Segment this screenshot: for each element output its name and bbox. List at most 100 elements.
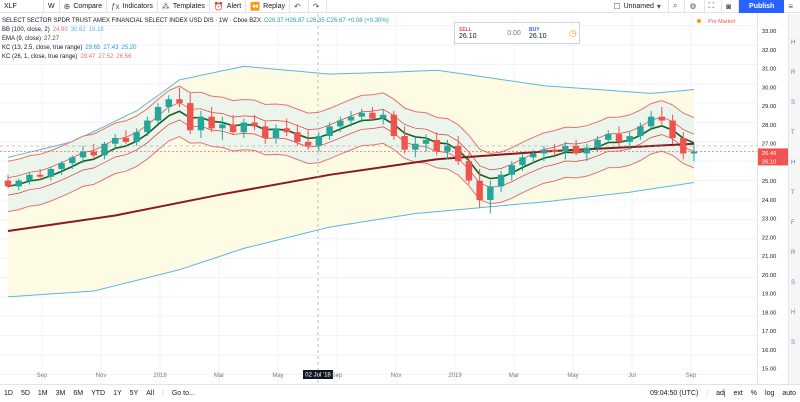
scale-option-adj[interactable]: adj	[716, 390, 726, 397]
candle	[15, 178, 22, 191]
sidebar-tab-letter[interactable]: S	[791, 340, 796, 346]
sell-price: 26.10	[459, 32, 477, 40]
candle	[347, 110, 355, 127]
candle-body	[176, 99, 183, 104]
range-button-6m[interactable]: 6M	[73, 390, 84, 397]
replay-button[interactable]: ⏪ Replay	[246, 0, 290, 13]
price-axis-tick-label: 20.00	[762, 273, 777, 279]
publish-button[interactable]: Publish	[739, 0, 785, 13]
bid-price-badge: 26.10	[762, 159, 777, 165]
x-axis-tick-label: Sep	[332, 373, 343, 379]
buy-button[interactable]: BUY 26.10	[525, 23, 565, 43]
range-button-5y[interactable]: 5Y	[129, 390, 139, 397]
clock-button[interactable]: ◷	[565, 23, 579, 43]
candle-body	[369, 112, 376, 119]
sidebar-tab-letter[interactable]: T	[791, 130, 795, 136]
symbol-label: XLF	[4, 2, 17, 10]
candle-body	[465, 161, 473, 181]
range-button-ytd[interactable]: YTD	[91, 390, 106, 397]
legend-bb-label: BB (100, close, 2)	[2, 26, 50, 33]
trading-widget: SELL 26.10 0.00 BUY 26.10 ◷	[454, 22, 580, 44]
candle-body	[497, 174, 505, 187]
candle-body	[219, 124, 226, 129]
quick-search-button[interactable]: ⌕	[669, 0, 686, 13]
candle-body	[79, 151, 87, 158]
candle-body	[412, 143, 419, 150]
legend-ema-row[interactable]: EMA (9, close) 27.27	[2, 34, 362, 43]
candle-body	[58, 163, 65, 169]
sidebar-tab-letter[interactable]: R	[791, 70, 796, 76]
bottom-right-group: 09:04:50 (UTC) | adj ext% log auto	[646, 390, 800, 397]
candle	[294, 124, 301, 146]
candle-body	[337, 120, 344, 127]
redo-button[interactable]: ↷	[309, 0, 328, 13]
sidebar-tab-letter[interactable]: F	[791, 220, 795, 226]
templates-label: Templates	[172, 2, 205, 10]
candle	[637, 122, 644, 140]
legend-kc2-value: 26.56	[116, 53, 132, 60]
settings-button[interactable]: ⚙	[685, 0, 705, 13]
legend-title-row: SELECT SECTOR SPDR TRUST AMEX FINANCIAL …	[2, 16, 389, 25]
layout-switch-button[interactable]: ☐ Unnamed ▾	[609, 0, 669, 13]
range-button-3m[interactable]: 3M	[55, 390, 66, 397]
compare-button[interactable]: ⊕ Compare	[60, 0, 108, 13]
interval-button[interactable]: W	[44, 0, 60, 13]
candle	[358, 108, 365, 123]
scale-option-auto[interactable]: auto	[782, 390, 796, 397]
scale-option-percent[interactable]: %	[750, 390, 758, 397]
range-button-all[interactable]: All	[146, 390, 155, 397]
candle-body	[26, 174, 33, 181]
time-display[interactable]: 09:04:50 (UTC)	[650, 390, 699, 397]
sell-button[interactable]: SELL 26.10	[455, 23, 503, 43]
sidebar-tab-letter[interactable]: T	[791, 190, 795, 196]
legend-ohlc: O26.37 H26.87 L26.35 C26.67 +0.08 (+0.30…	[263, 17, 389, 24]
sidebar-tab-letter[interactable]: S	[791, 280, 796, 286]
scale-option-ext[interactable]: ext	[733, 390, 743, 397]
candle-body	[530, 153, 537, 158]
candle-body	[572, 145, 580, 154]
alert-button[interactable]: ⏰ Alert	[210, 0, 247, 13]
candle-body	[144, 120, 151, 133]
range-button-5d[interactable]: 5D	[20, 390, 30, 397]
more-menu-button[interactable]: ≡	[784, 0, 800, 13]
toolbar-right-group: ☐ Unnamed ▾ ⌕ ⚙ ⛶ ◙ Publish ≡	[609, 0, 800, 13]
candle	[369, 106, 376, 121]
range-button-1m[interactable]: 1M	[37, 390, 48, 397]
x-axis-tick-label: Jul	[628, 373, 636, 379]
fullscreen-button[interactable]: ⛶	[705, 0, 723, 13]
legend-kc1-row[interactable]: KC (13, 2.5, close, true range) 29.65 27…	[2, 43, 362, 52]
snapshot-button[interactable]: ◙	[722, 0, 740, 13]
alert-label: Alert	[226, 2, 242, 10]
range-button-1d[interactable]: 1D	[4, 390, 13, 397]
goto-button[interactable]: Go to...	[171, 390, 195, 397]
sidebar-tab-letter[interactable]: H	[791, 160, 796, 166]
keltner-upper-line	[7, 85, 695, 162]
legend-bb-row[interactable]: BB (100, close, 2) 24.90 30.62 19.18	[2, 25, 362, 34]
candle	[154, 103, 162, 125]
candle	[615, 126, 623, 146]
buy-price: 26.10	[529, 32, 547, 40]
sidebar-tab-letter[interactable]: R	[791, 250, 796, 256]
candle	[165, 95, 172, 113]
candle	[304, 130, 312, 150]
sidebar-tab-letter[interactable]: H	[791, 40, 796, 46]
keltner-inner-lower-line	[7, 119, 695, 196]
templates-button[interactable]: ⁂ Templates	[158, 0, 210, 13]
indicators-button[interactable]: ƒx Indicators	[107, 0, 158, 13]
candle	[605, 130, 612, 144]
candle	[422, 134, 430, 152]
candle-body	[422, 139, 430, 144]
symbol-search[interactable]: XLF	[0, 0, 44, 13]
range-button-1y[interactable]: 1Y	[113, 390, 122, 397]
price-axis[interactable]: 33.0032.0031.0030.0029.0028.0027.0026.00…	[757, 14, 788, 384]
sidebar-tab-letter[interactable]: S	[791, 100, 796, 106]
legend-kc2-row[interactable]: KC (26, 1, close, true range) 28.47 27.5…	[2, 52, 362, 61]
candle-body	[444, 145, 451, 152]
candle-body	[454, 145, 462, 162]
undo-button[interactable]: ↶	[290, 0, 309, 13]
scale-option-log[interactable]: log	[765, 390, 775, 397]
candle-body	[680, 137, 687, 154]
sidebar-tab-letter[interactable]: H	[791, 310, 796, 316]
